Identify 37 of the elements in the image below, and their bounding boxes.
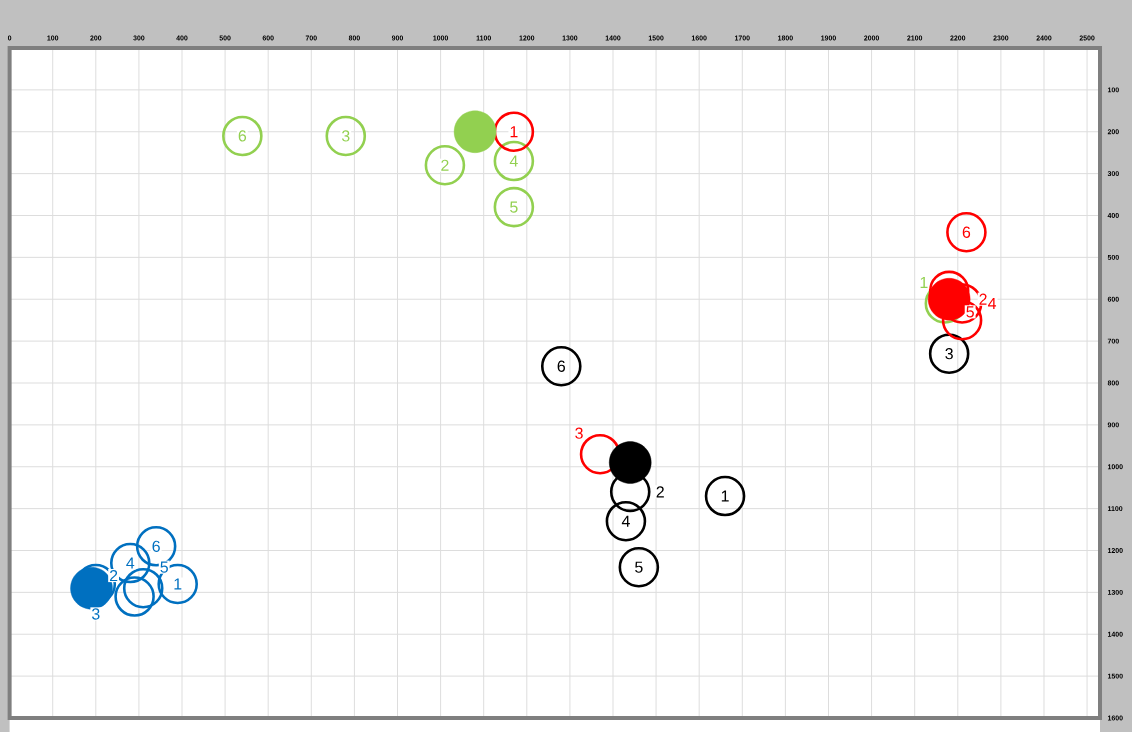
annotation: 6 xyxy=(238,130,247,142)
annotation: 3 xyxy=(91,608,100,620)
annotation: 3 xyxy=(575,427,583,439)
annotation: 6 xyxy=(557,360,565,372)
annotation: 5 xyxy=(510,201,518,213)
annotation: 4 xyxy=(126,557,135,569)
point xyxy=(325,115,367,157)
annotation: 1 xyxy=(721,490,729,502)
annotation: 2 xyxy=(979,293,987,305)
annotation: 5 xyxy=(160,561,168,573)
point xyxy=(493,111,535,153)
point xyxy=(453,110,497,153)
annotation: 1 xyxy=(174,578,182,590)
annotation: 1 xyxy=(510,126,518,138)
annotation: 1 xyxy=(920,276,928,288)
annotation: 4 xyxy=(621,515,630,527)
point xyxy=(605,500,647,542)
annotation: 3 xyxy=(945,348,953,360)
point xyxy=(222,115,263,157)
annotation: 3 xyxy=(341,130,350,142)
point xyxy=(946,211,987,253)
point xyxy=(493,140,535,182)
annotation: 6 xyxy=(962,226,971,238)
annotation: 4 xyxy=(988,297,997,309)
annotation: 6 xyxy=(152,540,160,552)
annotation: 5 xyxy=(635,561,643,573)
annotation: 5 xyxy=(966,306,974,318)
point xyxy=(704,475,746,517)
point xyxy=(928,333,970,374)
point xyxy=(424,144,466,186)
point xyxy=(493,186,535,228)
annotation: 4 xyxy=(509,155,518,167)
annotation: 2 xyxy=(656,486,664,498)
annotation: 2 xyxy=(441,159,449,171)
point xyxy=(618,546,660,588)
point xyxy=(540,345,582,387)
point xyxy=(609,441,652,484)
